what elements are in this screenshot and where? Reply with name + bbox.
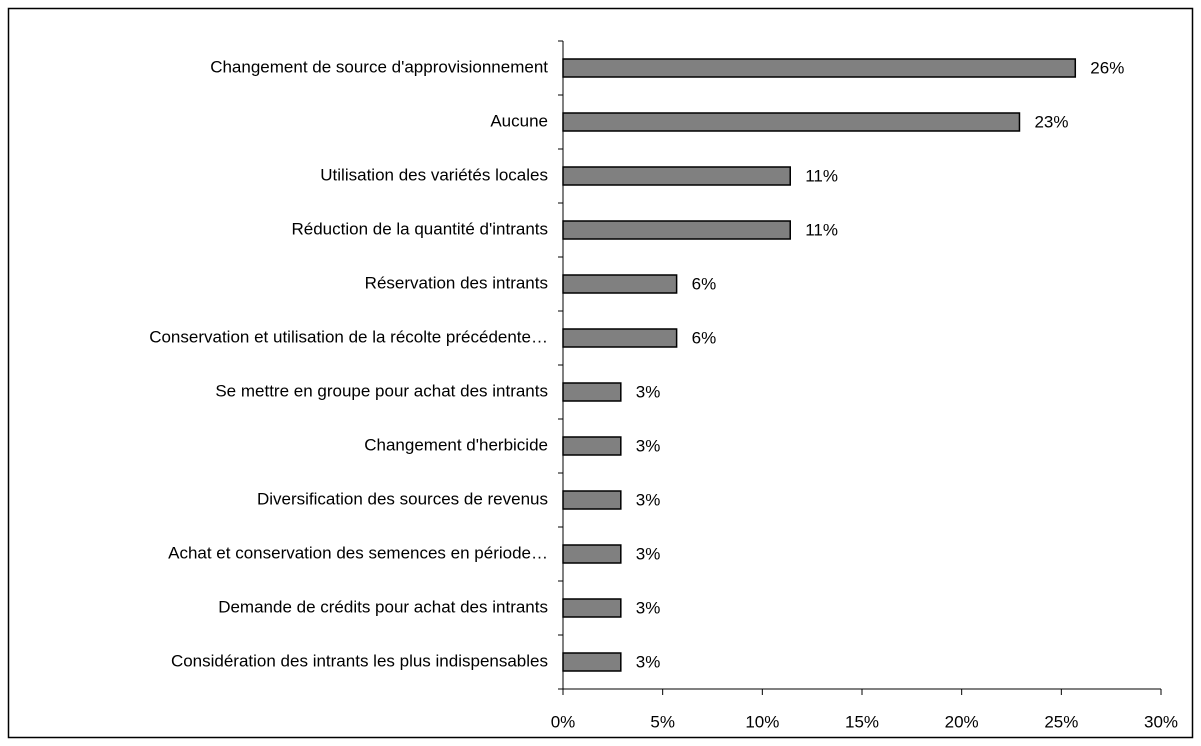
bar bbox=[562, 328, 678, 348]
y-tick-label: Conservation et utilisation de la récolt… bbox=[149, 327, 548, 346]
y-tick-label: Considération des intrants les plus indi… bbox=[171, 651, 548, 670]
x-tick-label: 5% bbox=[650, 712, 675, 731]
bar bbox=[562, 166, 791, 186]
y-tick-label: Changement d'herbicide bbox=[364, 435, 548, 454]
y-tick-label: Diversification des sources de revenus bbox=[257, 489, 548, 508]
data-label: 11% bbox=[805, 166, 838, 185]
data-label: 6% bbox=[692, 274, 717, 293]
data-label: 26% bbox=[1090, 58, 1124, 77]
bar bbox=[562, 58, 1077, 78]
x-tick-label: 20% bbox=[945, 712, 979, 731]
y-tick-label: Réservation des intrants bbox=[365, 273, 548, 292]
bar bbox=[562, 544, 622, 564]
bar bbox=[562, 274, 678, 294]
bar bbox=[562, 598, 622, 618]
data-label: 11% bbox=[805, 220, 838, 239]
bar bbox=[562, 436, 622, 456]
x-tick-label: 25% bbox=[1044, 712, 1078, 731]
data-label: 3% bbox=[636, 382, 661, 401]
data-label: 3% bbox=[636, 436, 661, 455]
y-tick-label: Utilisation des variétés locales bbox=[320, 165, 548, 184]
data-label: 3% bbox=[636, 544, 661, 563]
data-label: 6% bbox=[692, 328, 717, 347]
bar bbox=[562, 112, 1021, 132]
bar bbox=[562, 652, 622, 672]
x-tick-label: 0% bbox=[551, 712, 576, 731]
y-tick-label: Changement de source d'approvisionnement bbox=[210, 57, 548, 76]
y-tick-label: Demande de crédits pour achat des intran… bbox=[218, 597, 548, 616]
data-label: 3% bbox=[636, 652, 661, 671]
y-tick-label: Se mettre en groupe pour achat des intra… bbox=[215, 381, 548, 400]
y-tick-label: Réduction de la quantité d'intrants bbox=[291, 219, 548, 238]
x-tick-label: 15% bbox=[845, 712, 879, 731]
y-tick-label: Aucune bbox=[490, 111, 548, 130]
bar bbox=[562, 220, 791, 240]
x-tick-label: 30% bbox=[1144, 712, 1178, 731]
bar bbox=[562, 382, 622, 402]
data-label: 3% bbox=[636, 598, 661, 617]
x-tick-label: 10% bbox=[745, 712, 779, 731]
y-tick-label: Achat et conservation des semences en pé… bbox=[168, 543, 548, 562]
bar bbox=[562, 490, 622, 510]
data-label: 23% bbox=[1034, 112, 1068, 131]
data-label: 3% bbox=[636, 490, 661, 509]
